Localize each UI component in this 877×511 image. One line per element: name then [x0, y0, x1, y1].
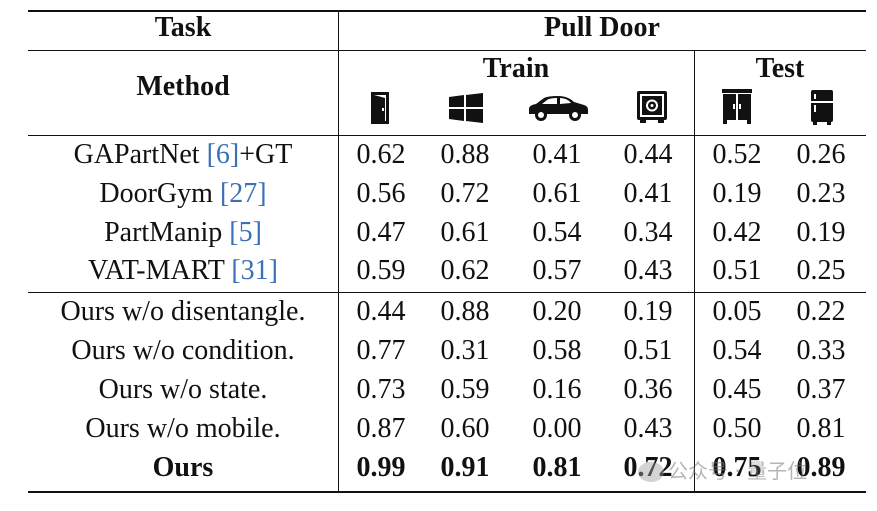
method-cell: Ours w/o disentangle.	[30, 296, 336, 328]
value-cell: 0.54	[712, 335, 762, 366]
method-cell: VAT-MART [31]	[30, 255, 336, 287]
value-cell: 0.81	[532, 452, 582, 483]
value-cell: 0.00	[532, 413, 582, 444]
car-icon	[529, 96, 588, 121]
value-cell: 0.56	[356, 178, 406, 209]
value-cell: 0.19	[623, 296, 673, 327]
value-cell: 0.44	[356, 296, 406, 327]
value-cell: 0.61	[440, 217, 490, 248]
value-cell: 0.62	[440, 255, 490, 286]
table-bottom-rule	[28, 491, 866, 493]
task-name-header: Pull Door	[544, 12, 660, 43]
value-cell: 0.43	[623, 255, 673, 286]
method-name: Ours w/o mobile.	[85, 413, 281, 444]
method-cell: Ours w/o condition.	[30, 335, 336, 367]
value-cell: 0.87	[356, 413, 406, 444]
value-cell: 0.51	[623, 335, 673, 366]
method-name: Ours w/o disentangle.	[60, 296, 306, 327]
value-cell: 0.91	[440, 452, 490, 483]
task-header: Task	[154, 12, 212, 43]
method-cell: PartManip [5]	[30, 217, 336, 249]
value-cell: 0.58	[532, 335, 582, 366]
citation-link[interactable]: [6]	[206, 139, 240, 170]
method-name: PartManip	[104, 217, 230, 248]
value-cell: 0.81	[796, 413, 846, 444]
value-cell: 0.41	[532, 139, 582, 170]
citation-link[interactable]: [5]	[229, 217, 262, 248]
value-cell: 0.26	[796, 139, 846, 170]
value-cell: 0.43	[623, 413, 673, 444]
method-name: DoorGym	[99, 178, 220, 209]
citation-link[interactable]: [27]	[219, 178, 267, 209]
watermark-text: 公众号 · 量子位	[668, 459, 808, 483]
value-cell: 0.73	[356, 374, 406, 405]
method-column-divider	[338, 10, 339, 493]
value-cell: 0.75	[712, 452, 762, 483]
value-cell: 0.88	[440, 296, 490, 327]
door-icon	[371, 92, 389, 124]
header-rule	[28, 50, 866, 51]
value-cell: 0.51	[712, 255, 762, 286]
method-cell: GAPartNet [6]+GT	[30, 139, 336, 171]
value-cell: 0.52	[712, 139, 762, 170]
citation-link[interactable]: [31]	[231, 255, 278, 286]
value-cell: 0.72	[440, 178, 490, 209]
value-cell: 0.99	[356, 452, 406, 483]
train-header: Train	[482, 53, 550, 84]
value-cell: 0.45	[712, 374, 762, 405]
method-cell: Ours w/o mobile.	[30, 413, 336, 445]
value-cell: 0.41	[623, 178, 673, 209]
value-cell: 0.47	[356, 217, 406, 248]
value-cell: 0.57	[532, 255, 582, 286]
cabinet-icon	[722, 89, 752, 124]
value-cell: 0.05	[712, 296, 762, 327]
value-cell: 0.61	[532, 178, 582, 209]
wechat-logo-icon	[638, 462, 664, 482]
method-cell: Ours	[30, 452, 336, 484]
value-cell: 0.44	[623, 139, 673, 170]
safe-icon	[637, 91, 667, 123]
window-icon	[449, 93, 483, 123]
method-name: Ours	[152, 452, 214, 483]
method-name: Ours w/o condition.	[71, 335, 295, 366]
section-rule	[28, 292, 866, 293]
value-cell: 0.23	[796, 178, 846, 209]
value-cell: 0.16	[532, 374, 582, 405]
value-cell: 0.60	[440, 413, 490, 444]
value-cell: 0.72	[623, 452, 673, 483]
header-bottom-rule	[28, 135, 866, 136]
table-top-rule	[28, 10, 866, 12]
value-cell: 0.25	[796, 255, 846, 286]
value-cell: 0.20	[532, 296, 582, 327]
method-name: GAPartNet	[73, 139, 207, 170]
test-header: Test	[755, 53, 805, 84]
value-cell: 0.77	[356, 335, 406, 366]
value-cell: 0.19	[796, 217, 846, 248]
value-cell: 0.88	[440, 139, 490, 170]
method-cell: DoorGym [27]	[30, 178, 336, 210]
value-cell: 0.59	[356, 255, 406, 286]
value-cell: 0.59	[440, 374, 490, 405]
method-suffix: +GT	[239, 139, 293, 170]
value-cell: 0.62	[356, 139, 406, 170]
method-name: VAT-MART	[88, 255, 232, 286]
refrigerator-icon	[811, 90, 833, 125]
value-cell: 0.34	[623, 217, 673, 248]
method-name: Ours w/o state.	[98, 374, 268, 405]
value-cell: 0.50	[712, 413, 762, 444]
method-cell: Ours w/o state.	[30, 374, 336, 406]
train-test-divider	[694, 51, 695, 493]
value-cell: 0.54	[532, 217, 582, 248]
value-cell: 0.36	[623, 374, 673, 405]
value-cell: 0.89	[796, 452, 846, 483]
value-cell: 0.19	[712, 178, 762, 209]
value-cell: 0.31	[440, 335, 490, 366]
value-cell: 0.22	[796, 296, 846, 327]
method-header: Method	[136, 71, 230, 102]
value-cell: 0.33	[796, 335, 846, 366]
value-cell: 0.37	[796, 374, 846, 405]
value-cell: 0.42	[712, 217, 762, 248]
